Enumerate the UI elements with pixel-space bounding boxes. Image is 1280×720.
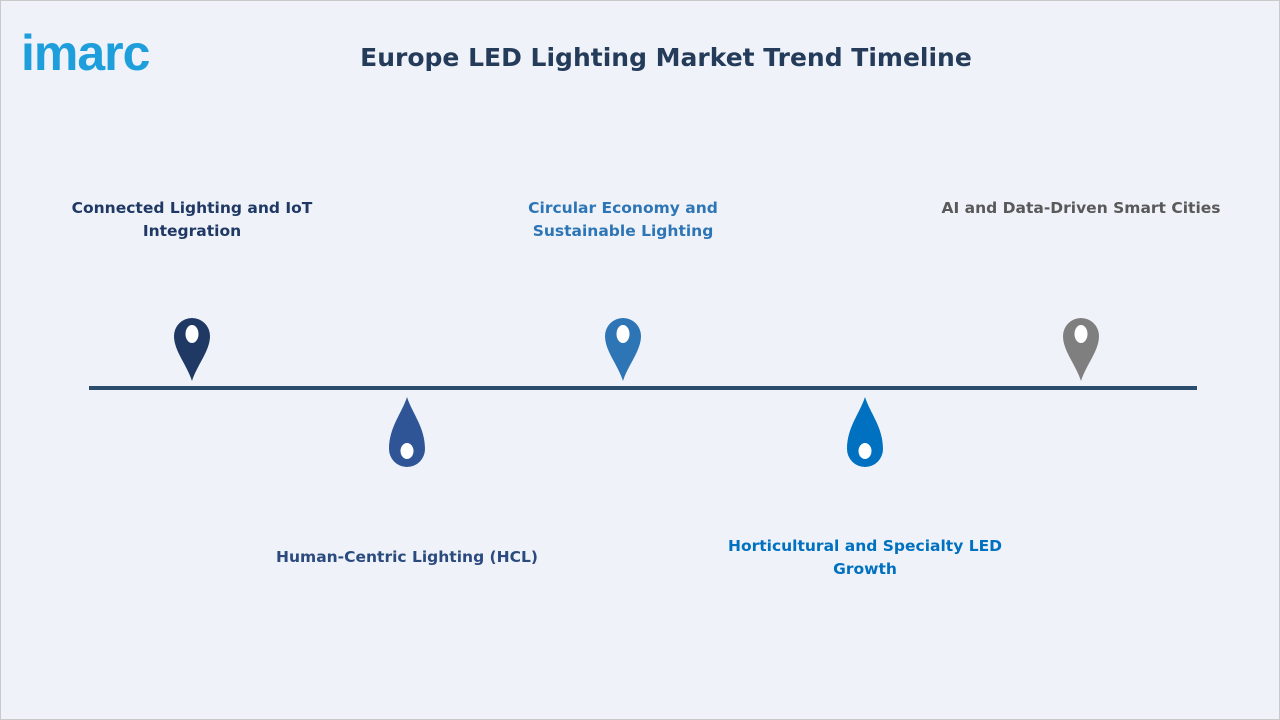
milestone-label: Horticultural and Specialty LED Growth bbox=[727, 537, 1003, 578]
milestone-label: Connected Lighting and IoT Integration bbox=[71, 199, 313, 240]
drop bbox=[389, 397, 425, 467]
milestone-label: AI and Data-Driven Smart Cities bbox=[941, 199, 1221, 217]
drop bbox=[847, 397, 883, 467]
pin bbox=[605, 318, 641, 381]
logo: imarc bbox=[21, 25, 150, 81]
pin bbox=[174, 318, 210, 381]
pin bbox=[1063, 318, 1099, 381]
milestone-label: Human-Centric Lighting (HCL) bbox=[276, 548, 538, 566]
page-title: Europe LED Lighting Market Trend Timelin… bbox=[360, 43, 972, 72]
milestone-label: Circular Economy and Sustainable Lightin… bbox=[528, 199, 718, 240]
